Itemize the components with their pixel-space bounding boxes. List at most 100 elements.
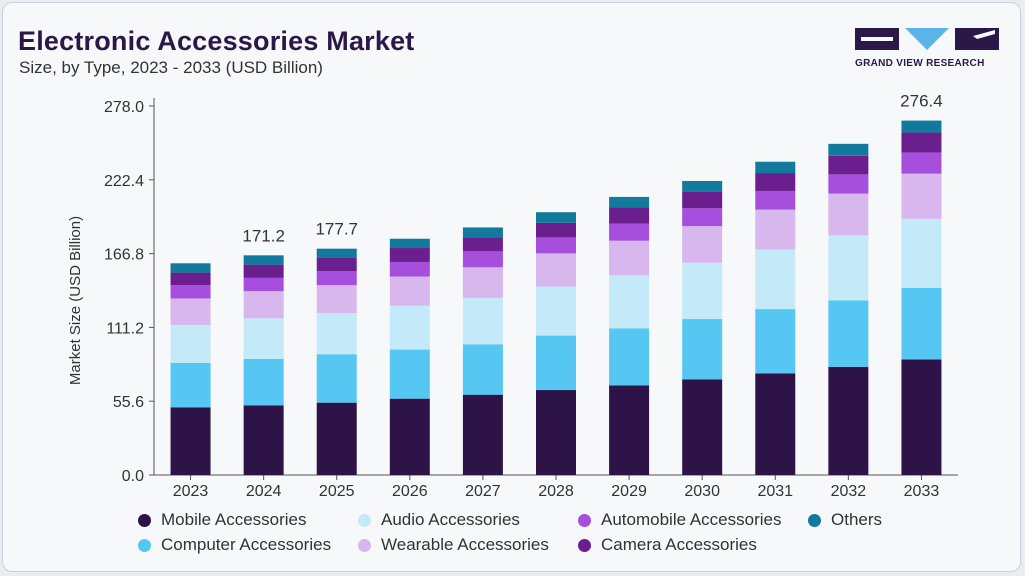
chart-title: Electronic Accessories Market xyxy=(18,26,415,56)
bar-segment xyxy=(609,385,650,475)
bar-segment xyxy=(170,362,211,408)
bar-segment xyxy=(828,143,869,156)
bar-segment xyxy=(316,248,357,258)
bar-segment xyxy=(243,264,284,278)
bar-segment xyxy=(389,398,430,475)
brand-logo: GRAND VIEW RESEARCH xyxy=(855,28,1000,72)
bar-segment xyxy=(755,373,796,475)
x-tick-label: 2029 xyxy=(611,483,647,500)
bar-segment xyxy=(901,173,942,219)
bar-segment xyxy=(389,349,430,399)
bar-total-label: 276.4 xyxy=(900,92,943,111)
bar-segment xyxy=(755,309,796,374)
legend-label: Wearable Accessories xyxy=(381,535,549,554)
bar-segment xyxy=(170,272,211,286)
bar-segment xyxy=(389,305,430,350)
y-axis-title: Market Size (USD Billion) xyxy=(67,216,84,385)
stacked-bar-chart: 0.0 55.6 111.2 166.8 222.4 278.0 Market Size (… xyxy=(67,92,958,500)
bar-segment xyxy=(609,328,650,386)
bar-segment xyxy=(462,267,503,298)
bar-segment xyxy=(536,222,576,238)
legend-label: Computer Accessories xyxy=(161,535,332,554)
bar-segment xyxy=(682,208,723,227)
legend-swatch xyxy=(138,513,151,527)
bar-segment xyxy=(389,248,430,262)
bar-segment xyxy=(462,344,503,395)
bar-segment xyxy=(170,285,211,299)
bar-total-label: 177.7 xyxy=(315,220,358,239)
bar-segment xyxy=(901,359,942,475)
y-tick-label: 166.8 xyxy=(104,247,144,264)
bar-segment xyxy=(316,313,357,355)
x-tick-label: 2026 xyxy=(392,483,428,500)
bar-segment xyxy=(462,394,503,475)
bar-segment xyxy=(828,174,869,194)
bar-segment xyxy=(536,390,576,475)
bar-segment xyxy=(682,191,723,209)
y-tick-label: 0.0 xyxy=(122,468,144,485)
x-tick-label: 2025 xyxy=(319,483,355,500)
bar-segment xyxy=(243,318,284,359)
chart-subtitle: Size, by Type, 2023 - 2033 (USD Billion) xyxy=(19,58,323,77)
bar-segment xyxy=(682,319,723,380)
legend-item: Camera Accessories xyxy=(578,535,757,555)
logo-mark-icon xyxy=(855,28,999,50)
legend-label: Camera Accessories xyxy=(601,535,757,554)
bar-total-label: 171.2 xyxy=(242,226,285,245)
bar-segment xyxy=(536,253,576,287)
bar-segment xyxy=(609,207,650,224)
legend-item: Computer Accessories xyxy=(138,535,331,555)
x-tick-label: 2033 xyxy=(904,483,940,500)
bar-segment xyxy=(462,237,503,252)
legend-label: Others xyxy=(831,510,883,529)
bar-segment xyxy=(828,235,869,301)
bar-segment xyxy=(316,354,357,403)
bar-segment xyxy=(755,190,796,210)
bar-segment xyxy=(609,240,650,276)
bar-segment xyxy=(243,405,284,475)
x-tick-label: 2027 xyxy=(465,483,501,500)
x-tick-label: 2024 xyxy=(246,483,282,500)
bar-segment xyxy=(682,379,723,475)
bar-segment xyxy=(682,226,723,263)
bar-segment xyxy=(243,255,284,265)
logo-text: GRAND VIEW RESEARCH xyxy=(855,58,985,69)
bar-segment xyxy=(901,120,942,133)
bar-segment xyxy=(462,227,503,238)
x-tick-label: 2032 xyxy=(831,483,867,500)
bar-segment xyxy=(828,300,869,367)
bar-segment xyxy=(901,218,942,288)
bar-segment xyxy=(462,251,503,268)
bar-segment xyxy=(243,277,284,292)
legend-item: Wearable Accessories xyxy=(358,535,549,555)
bar-segment xyxy=(536,212,576,223)
y-tick-label: 55.6 xyxy=(113,394,144,411)
legend-swatch xyxy=(578,538,591,552)
bar-segment xyxy=(243,358,284,406)
bar-segment xyxy=(170,325,211,363)
bar-segment xyxy=(682,262,723,320)
legend-label: Automobile Accessories xyxy=(601,510,782,529)
x-tick-label: 2028 xyxy=(538,483,574,500)
y-tick-label: 111.2 xyxy=(106,320,144,337)
bar-segment xyxy=(609,275,650,329)
y-tick-label: 222.4 xyxy=(104,173,144,190)
bar-segment xyxy=(609,196,650,208)
bar-segment xyxy=(389,276,430,306)
bar-segment xyxy=(316,271,357,286)
bar-segment xyxy=(682,180,723,192)
bar-segment xyxy=(828,366,869,475)
bar-segment xyxy=(316,257,357,272)
legend-swatch xyxy=(358,513,371,527)
bar-segment xyxy=(609,223,650,241)
legend-item: Mobile Accessories xyxy=(138,510,307,530)
bar-segment xyxy=(755,249,796,310)
bar-segment xyxy=(170,407,211,475)
x-tick-label: 2030 xyxy=(684,483,720,500)
bar-segment xyxy=(536,286,576,336)
bar-segment xyxy=(536,237,576,254)
legend-label: Audio Accessories xyxy=(381,510,520,529)
bar-segment xyxy=(462,297,503,345)
x-tick-label: 2031 xyxy=(757,483,793,500)
bar-segment xyxy=(755,209,796,250)
